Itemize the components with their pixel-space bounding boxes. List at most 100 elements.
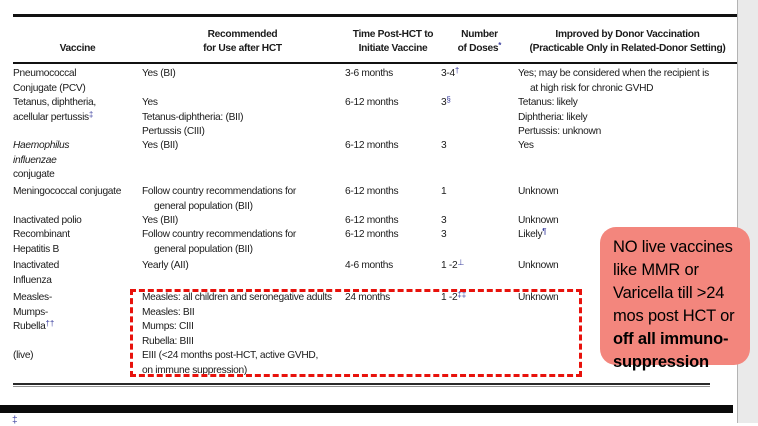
- cell-line: 6-12 months: [345, 186, 399, 197]
- cell-line: Pneumococcal: [13, 68, 77, 79]
- cell-line: general population (BII): [154, 243, 253, 255]
- cell-line: Influenza: [13, 274, 52, 286]
- cell-line: 6-12 months: [345, 97, 399, 108]
- table-row: Meningococcal conjugate Follow country re…: [13, 185, 737, 214]
- cell-time: 6-12 months: [343, 228, 441, 259]
- cell-line: 3: [441, 215, 447, 226]
- footnote-symbol: ¶: [542, 227, 547, 236]
- vaccine-table: Vaccine Recommended for Use after HCT Ti…: [13, 14, 737, 378]
- cell-line: Yes: [518, 140, 534, 151]
- cell-line: Tetanus: likely: [518, 97, 578, 108]
- cell-line: Tetanus-diphtheria: (BII): [142, 111, 244, 123]
- table-header-row: Vaccine Recommended for Use after HCT Ti…: [13, 17, 737, 62]
- highlight-dashed-box: [130, 289, 582, 377]
- table-row: Measles- Mumps- Rubella†† (live) Measles: a…: [13, 290, 737, 378]
- cell-improved: Tetanus: likely Diphtheria: likely Pertuss…: [518, 96, 737, 140]
- cell-line: general population (BII): [154, 200, 253, 212]
- cell-line: 3: [441, 140, 447, 151]
- cell-recommended: Yes (BII): [142, 214, 343, 229]
- col-header-time: Time Post-HCT to Initiate Vaccine: [343, 28, 441, 57]
- header-line: Initiate Vaccine: [358, 43, 428, 54]
- cell-improved: Unknown: [518, 185, 737, 214]
- cell-line: 24 months: [345, 292, 390, 303]
- cell-line: influenzae: [13, 154, 57, 166]
- header-line: Vaccine: [59, 43, 96, 54]
- header-line: Number: [461, 28, 498, 40]
- cell-improved: Yes; may be considered when the recipien…: [518, 67, 737, 96]
- cell-line: Follow country recommendations for: [142, 186, 296, 197]
- table-body: Pneumococcal Conjugate (PCV) Yes (BI) 3-6 m…: [13, 64, 737, 378]
- footnote-symbol: ‡: [88, 109, 94, 119]
- table-header-rule: [13, 61, 737, 64]
- col-header-doses: Number of Doses*: [441, 28, 518, 57]
- cell-doses: 3: [441, 139, 518, 185]
- cell-line: Pertussis: unknown: [518, 126, 601, 137]
- cell-line: Yes (BI): [142, 68, 176, 79]
- cell-vaccine: Recombinant Hepatitis B: [13, 228, 142, 259]
- cell-line: Mumps: CIII: [142, 321, 194, 332]
- footnote-symbol: †: [454, 66, 460, 75]
- cell-line: (live): [13, 350, 34, 361]
- cell-recommended: Follow country recommendations for genera…: [142, 228, 343, 259]
- callout-line: like MMR or: [613, 261, 699, 279]
- cell-line: Yes; may be considered when the recipien…: [518, 68, 709, 79]
- cell-line: Yes (BII): [142, 215, 178, 226]
- callout-line: mos post HCT or: [613, 307, 735, 325]
- cell-line: Measles-: [13, 292, 52, 303]
- cell-vaccine: Measles- Mumps- Rubella†† (live): [13, 291, 142, 378]
- cell-improved: Yes: [518, 139, 737, 185]
- cell-line: Measles: all children and seronegative a…: [142, 292, 332, 303]
- cell-line: Conjugate (PCV): [13, 82, 86, 94]
- cell-time: 6-12 months: [343, 185, 441, 214]
- cell-line: Unknown: [518, 186, 559, 197]
- cell-line: 6-12 months: [345, 140, 399, 151]
- cell-time: 4-6 months: [343, 259, 441, 291]
- footnote-asterisk: *: [498, 41, 502, 50]
- cell-time: 6-12 months: [343, 214, 441, 229]
- cell-line: Diphtheria: likely: [518, 111, 588, 123]
- cell-line: Inactivated polio: [13, 215, 82, 226]
- cell-line: Rubella: BIII: [142, 335, 194, 347]
- cell-vaccine: Pneumococcal Conjugate (PCV): [13, 67, 142, 96]
- header-line: (Practicable Only in Related-Donor Setti…: [529, 43, 726, 54]
- cell-line: Inactivated: [13, 260, 59, 271]
- cell-line: Meningococcal conjugate: [13, 186, 122, 197]
- table-bottom-rule: [13, 383, 710, 385]
- cell-doses: 3: [441, 228, 518, 259]
- cell-line: Measles: BII: [142, 306, 195, 318]
- table-bottom-rule-shadow: [13, 386, 710, 387]
- cell-line: Likely¶: [518, 227, 547, 240]
- footnote-symbol: ‡‡: [457, 290, 467, 299]
- cell-improved: Unknown: [518, 259, 737, 291]
- cell-line: Unknown: [518, 260, 559, 271]
- cell-line: 3-4†: [441, 66, 460, 79]
- cell-line: Tetanus, diphtheria,: [13, 97, 96, 108]
- cell-line: 3: [441, 229, 447, 240]
- cell-time: 6-12 months: [343, 96, 441, 140]
- callout-line: off all immuno-: [613, 330, 729, 348]
- col-header-recommended: Recommended for Use after HCT: [142, 28, 343, 57]
- cell-line: Recombinant: [13, 229, 70, 240]
- cell-recommended: Yes Tetanus-diphtheria: (BII) Pertussis (C…: [142, 96, 343, 140]
- callout-line: suppression: [613, 353, 709, 371]
- callout-note: NO live vaccines like MMR or Varicella t…: [600, 227, 750, 371]
- table-row: Inactivated Influenza Yearly (AII) 4-6 mont…: [13, 258, 737, 291]
- cell-improved: Unknown: [518, 214, 737, 229]
- cell-line: EIII (<24 months post-HCT, active GVHD,: [142, 350, 318, 361]
- cell-line: 6-12 months: [345, 229, 399, 240]
- footnote-symbol: §: [446, 95, 451, 104]
- callout-line: Varicella till >24: [613, 284, 725, 302]
- page-divider-bar: [0, 405, 733, 413]
- header-line: Time Post-HCT to: [352, 28, 434, 40]
- cell-line: [13, 335, 142, 350]
- callout-line: NO live vaccines: [613, 238, 733, 256]
- header-line: Improved by Donor Vaccination: [555, 28, 700, 40]
- cell-vaccine: Haemophilus influenzae conjugate: [13, 139, 142, 185]
- table-row: Tetanus, diphtheria, acellular pertussis‡…: [13, 95, 737, 140]
- cell-vaccine: Meningococcal conjugate: [13, 185, 142, 214]
- cell-line: Unknown: [518, 292, 559, 303]
- cell-doses: 3: [441, 214, 518, 229]
- cell-line: at high risk for chronic GVHD: [530, 82, 654, 94]
- cell-time: 3-6 months: [343, 67, 441, 96]
- cell-line: 1: [441, 186, 447, 197]
